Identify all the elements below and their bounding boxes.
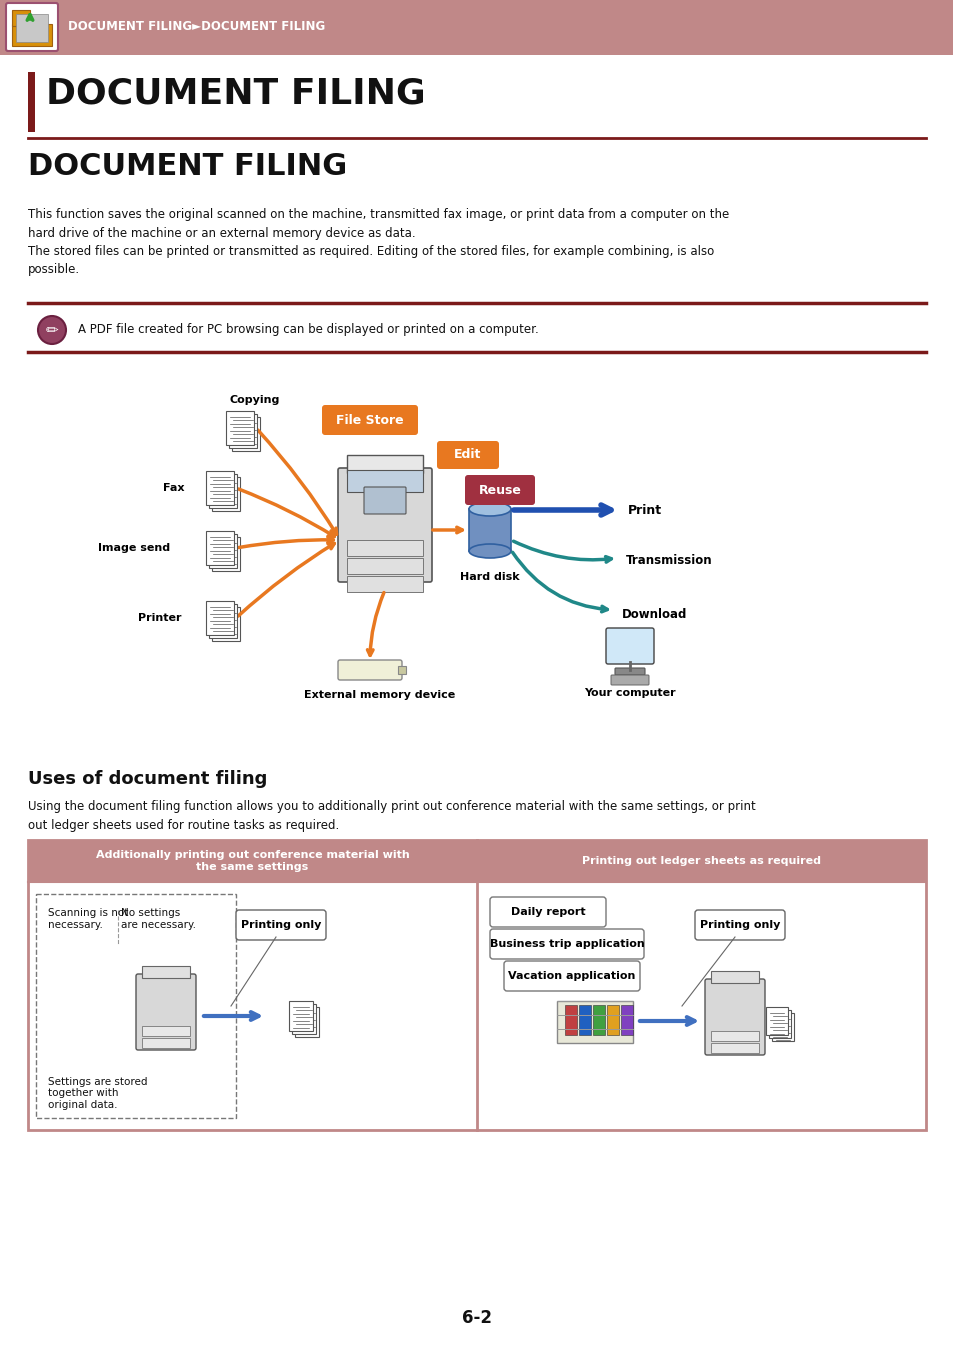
Text: This function saves the original scanned on the machine, transmitted fax image, : This function saves the original scanned…: [28, 208, 728, 277]
FancyBboxPatch shape: [16, 14, 48, 42]
FancyBboxPatch shape: [593, 1004, 604, 1035]
FancyBboxPatch shape: [490, 896, 605, 927]
FancyBboxPatch shape: [209, 535, 236, 568]
FancyBboxPatch shape: [564, 1004, 577, 1035]
FancyBboxPatch shape: [28, 72, 35, 132]
Text: A PDF file created for PC browsing can be displayed or printed on a computer.: A PDF file created for PC browsing can b…: [78, 324, 538, 336]
FancyBboxPatch shape: [364, 487, 406, 514]
Text: Settings are stored
together with
original data.: Settings are stored together with origin…: [48, 1077, 148, 1110]
FancyBboxPatch shape: [695, 910, 784, 940]
FancyBboxPatch shape: [436, 441, 498, 468]
FancyBboxPatch shape: [347, 558, 422, 574]
Text: Edit: Edit: [454, 448, 481, 462]
FancyBboxPatch shape: [490, 929, 643, 958]
FancyBboxPatch shape: [605, 628, 654, 664]
Text: Reuse: Reuse: [478, 483, 521, 497]
Text: Using the document filing function allows you to additionally print out conferen: Using the document filing function allow…: [28, 801, 755, 832]
FancyBboxPatch shape: [610, 675, 648, 684]
FancyBboxPatch shape: [620, 1004, 633, 1035]
Text: File Store: File Store: [335, 413, 403, 427]
Text: Fax: Fax: [163, 483, 185, 493]
Text: Image send: Image send: [98, 543, 170, 554]
FancyBboxPatch shape: [557, 1000, 633, 1044]
FancyBboxPatch shape: [28, 840, 925, 1130]
FancyBboxPatch shape: [503, 961, 639, 991]
Text: Copying: Copying: [230, 396, 280, 405]
Text: DOCUMENT FILING: DOCUMENT FILING: [46, 76, 425, 109]
FancyBboxPatch shape: [710, 1044, 759, 1053]
Text: DOCUMENT FILING►DOCUMENT FILING: DOCUMENT FILING►DOCUMENT FILING: [68, 20, 325, 34]
Ellipse shape: [469, 502, 511, 516]
FancyBboxPatch shape: [347, 576, 422, 593]
FancyBboxPatch shape: [615, 668, 644, 675]
Text: Daily report: Daily report: [510, 907, 585, 917]
Text: No settings
are necessary.: No settings are necessary.: [121, 909, 195, 930]
FancyBboxPatch shape: [12, 24, 52, 46]
FancyBboxPatch shape: [469, 509, 511, 551]
FancyBboxPatch shape: [347, 470, 422, 491]
FancyBboxPatch shape: [206, 471, 233, 505]
Text: Transmission: Transmission: [625, 554, 712, 567]
FancyBboxPatch shape: [464, 475, 535, 505]
Text: DOCUMENT FILING: DOCUMENT FILING: [28, 153, 347, 181]
FancyBboxPatch shape: [212, 477, 240, 512]
FancyBboxPatch shape: [606, 1004, 618, 1035]
Text: Printer: Printer: [138, 613, 182, 622]
Text: Your computer: Your computer: [583, 688, 675, 698]
FancyBboxPatch shape: [476, 840, 925, 882]
FancyBboxPatch shape: [710, 1031, 759, 1041]
FancyBboxPatch shape: [771, 1012, 793, 1041]
FancyBboxPatch shape: [206, 531, 233, 566]
FancyBboxPatch shape: [229, 414, 256, 448]
FancyBboxPatch shape: [209, 474, 236, 508]
Text: External memory device: External memory device: [304, 690, 456, 701]
FancyBboxPatch shape: [226, 410, 253, 446]
FancyBboxPatch shape: [337, 660, 401, 680]
FancyBboxPatch shape: [212, 608, 240, 641]
FancyBboxPatch shape: [206, 601, 233, 634]
Text: Download: Download: [621, 608, 687, 621]
FancyBboxPatch shape: [397, 666, 406, 674]
FancyBboxPatch shape: [232, 417, 260, 451]
FancyBboxPatch shape: [6, 3, 58, 51]
Text: ✏: ✏: [46, 323, 58, 338]
Ellipse shape: [38, 316, 66, 344]
Text: Printing only: Printing only: [700, 919, 780, 930]
Text: Hard disk: Hard disk: [459, 572, 519, 582]
FancyBboxPatch shape: [578, 1004, 590, 1035]
Text: Print: Print: [627, 504, 661, 517]
FancyBboxPatch shape: [347, 455, 422, 472]
FancyBboxPatch shape: [142, 1026, 190, 1035]
FancyBboxPatch shape: [212, 537, 240, 571]
FancyBboxPatch shape: [710, 971, 759, 983]
FancyBboxPatch shape: [337, 468, 432, 582]
FancyBboxPatch shape: [322, 405, 417, 435]
Text: Business trip application: Business trip application: [489, 940, 643, 949]
FancyBboxPatch shape: [28, 840, 476, 882]
FancyBboxPatch shape: [347, 540, 422, 556]
FancyBboxPatch shape: [142, 967, 190, 977]
FancyBboxPatch shape: [765, 1007, 787, 1035]
Text: Vacation application: Vacation application: [508, 971, 635, 981]
FancyBboxPatch shape: [292, 1004, 315, 1034]
FancyBboxPatch shape: [704, 979, 764, 1054]
Text: Scanning is not
necessary.: Scanning is not necessary.: [48, 909, 129, 930]
Text: Printing only: Printing only: [240, 919, 321, 930]
FancyBboxPatch shape: [768, 1010, 790, 1038]
FancyBboxPatch shape: [136, 973, 195, 1050]
Ellipse shape: [469, 544, 511, 558]
FancyBboxPatch shape: [294, 1007, 318, 1037]
Text: Additionally printing out conference material with
the same settings: Additionally printing out conference mat…: [95, 849, 409, 872]
Text: 6-2: 6-2: [461, 1310, 492, 1327]
Text: Printing out ledger sheets as required: Printing out ledger sheets as required: [581, 856, 821, 865]
FancyBboxPatch shape: [0, 0, 953, 55]
FancyBboxPatch shape: [235, 910, 326, 940]
FancyBboxPatch shape: [12, 9, 30, 26]
Text: Uses of document filing: Uses of document filing: [28, 769, 267, 788]
FancyBboxPatch shape: [289, 1000, 313, 1031]
FancyBboxPatch shape: [142, 1038, 190, 1048]
FancyBboxPatch shape: [209, 603, 236, 639]
